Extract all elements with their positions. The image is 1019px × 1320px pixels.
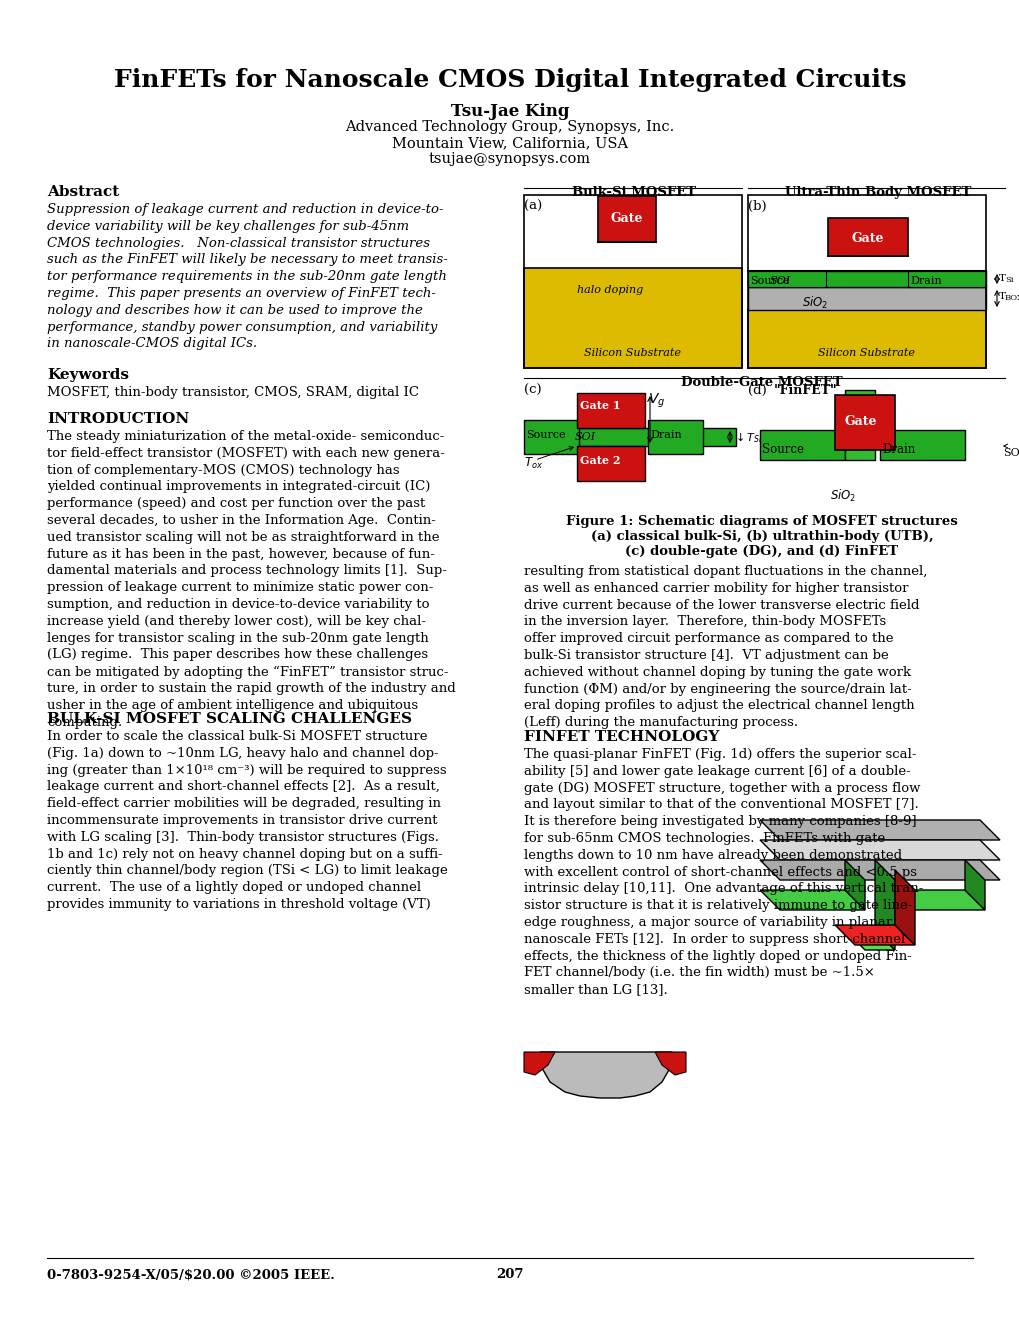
Text: Drain: Drain (909, 276, 941, 286)
Text: $\downarrow T_{Si}$: $\downarrow T_{Si}$ (733, 430, 762, 445)
Polygon shape (524, 1052, 554, 1074)
Text: (a): (a) (524, 201, 542, 213)
Polygon shape (874, 861, 894, 950)
Bar (524, 195, 741, 368)
Bar (524, 420, 579, 454)
Text: Drain: Drain (881, 444, 914, 455)
Text: SOI: SOI (769, 276, 791, 286)
Bar (747, 286, 985, 310)
Text: Advanced Technology Group, Synopsys, Inc.: Advanced Technology Group, Synopsys, Inc… (345, 120, 674, 135)
Text: $SiO_2$: $SiO_2$ (801, 294, 827, 312)
Bar (577, 393, 644, 428)
Text: Si: Si (1004, 276, 1013, 284)
Bar (879, 430, 964, 459)
Text: Bulk-Si MOSFET: Bulk-Si MOSFET (572, 186, 695, 199)
Text: Gate: Gate (844, 414, 876, 428)
Text: Source: Source (524, 252, 564, 261)
Text: Gate 1: Gate 1 (580, 400, 620, 411)
Text: The steady miniaturization of the metal-oxide- semiconduc-
tor field-effect tran: The steady miniaturization of the metal-… (47, 430, 455, 729)
Bar (524, 268, 741, 368)
Text: halo doping: halo doping (577, 285, 643, 294)
Bar (747, 195, 985, 368)
Bar (747, 310, 985, 368)
Text: Mountain View, California, USA: Mountain View, California, USA (391, 136, 628, 150)
Text: Drain: Drain (661, 252, 693, 261)
Text: Suppression of leakage current and reduction in device-to-
device variability wi: Suppression of leakage current and reduc… (47, 203, 447, 350)
Text: In order to scale the classical bulk-Si MOSFET structure
(Fig. 1a) down to ~10nm: In order to scale the classical bulk-Si … (47, 730, 447, 911)
Text: BOX: BOX (1004, 294, 1019, 302)
Text: T: T (998, 275, 1005, 282)
Text: SOI: SOI (1002, 447, 1019, 458)
Bar (844, 389, 874, 459)
Text: 0-7803-9254-X/05/$20.00 ©2005 IEEE.: 0-7803-9254-X/05/$20.00 ©2005 IEEE. (47, 1269, 334, 1280)
Text: Source: Source (749, 276, 789, 286)
Bar (907, 271, 985, 286)
Polygon shape (835, 925, 914, 945)
Bar (550, 428, 736, 446)
Polygon shape (759, 890, 864, 909)
Polygon shape (844, 861, 864, 909)
Text: "FinFET": "FinFET" (773, 384, 837, 397)
Bar (597, 195, 655, 242)
Text: Tsu-Jae King: Tsu-Jae King (450, 103, 569, 120)
Text: Drain: Drain (649, 430, 681, 440)
Text: Keywords: Keywords (47, 368, 128, 381)
Text: T: T (998, 292, 1005, 301)
Text: Ultra-Thin Body MOSFET: Ultra-Thin Body MOSFET (784, 186, 970, 199)
Bar (835, 395, 894, 450)
Polygon shape (844, 931, 894, 950)
Text: BULK-SI MOSFET SCALING CHALLENGES: BULK-SI MOSFET SCALING CHALLENGES (47, 711, 412, 726)
Text: resulting from statistical dopant fluctuations in the channel,
as well as enhanc: resulting from statistical dopant fluctu… (524, 565, 926, 729)
Text: Gate: Gate (851, 232, 883, 246)
Text: $SiO_2$: $SiO_2$ (829, 488, 856, 504)
Bar (759, 430, 844, 459)
Bar (747, 271, 985, 286)
Text: INTRODUCTION: INTRODUCTION (47, 412, 190, 426)
Text: Source: Source (761, 444, 803, 455)
Text: $\mathit{V}_g$: $\mathit{V}_g$ (647, 392, 664, 411)
Text: (d): (d) (747, 384, 766, 397)
Text: Source: Source (526, 430, 566, 440)
Polygon shape (654, 1052, 686, 1074)
Polygon shape (879, 890, 984, 909)
Text: Silicon Substrate: Silicon Substrate (584, 348, 681, 358)
Text: Silicon Substrate: Silicon Substrate (817, 348, 915, 358)
Text: FINFET TECHNOLOGY: FINFET TECHNOLOGY (524, 730, 718, 744)
Text: tsujae@synopsys.com: tsujae@synopsys.com (429, 152, 590, 166)
Bar (827, 218, 907, 256)
Polygon shape (759, 840, 999, 861)
Bar (747, 271, 825, 286)
Polygon shape (759, 820, 999, 840)
Text: FinFETs for Nanoscale CMOS Digital Integrated Circuits: FinFETs for Nanoscale CMOS Digital Integ… (114, 69, 905, 92)
Text: The quasi-planar FinFET (Fig. 1d) offers the superior scal-
ability [5] and lowe: The quasi-planar FinFET (Fig. 1d) offers… (524, 748, 922, 997)
Bar (577, 446, 644, 480)
Text: Gate 2: Gate 2 (580, 455, 620, 466)
Text: Figure 1: Schematic diagrams of MOSFET structures: Figure 1: Schematic diagrams of MOSFET s… (566, 515, 957, 528)
Text: (b): (b) (747, 201, 766, 213)
Polygon shape (894, 870, 914, 945)
Text: (a) classical bulk-Si, (b) ultrathin-body (UTB),: (a) classical bulk-Si, (b) ultrathin-bod… (590, 531, 932, 543)
Bar (647, 420, 702, 454)
Text: SOI: SOI (575, 432, 595, 442)
Polygon shape (539, 1052, 672, 1098)
Text: Abstract: Abstract (47, 185, 119, 199)
Text: $T_{ox}$: $T_{ox}$ (524, 455, 543, 471)
Text: (c) double-gate (DG), and (d) FinFET: (c) double-gate (DG), and (d) FinFET (625, 545, 898, 558)
Text: Double-Gate MOSFET: Double-Gate MOSFET (681, 376, 842, 389)
Text: MOSFET, thin-body transistor, CMOS, SRAM, digital IC: MOSFET, thin-body transistor, CMOS, SRAM… (47, 385, 419, 399)
Text: 207: 207 (496, 1269, 523, 1280)
Text: Gate: Gate (610, 213, 643, 224)
Polygon shape (964, 861, 984, 909)
Text: (c): (c) (524, 384, 541, 397)
Polygon shape (759, 861, 999, 880)
